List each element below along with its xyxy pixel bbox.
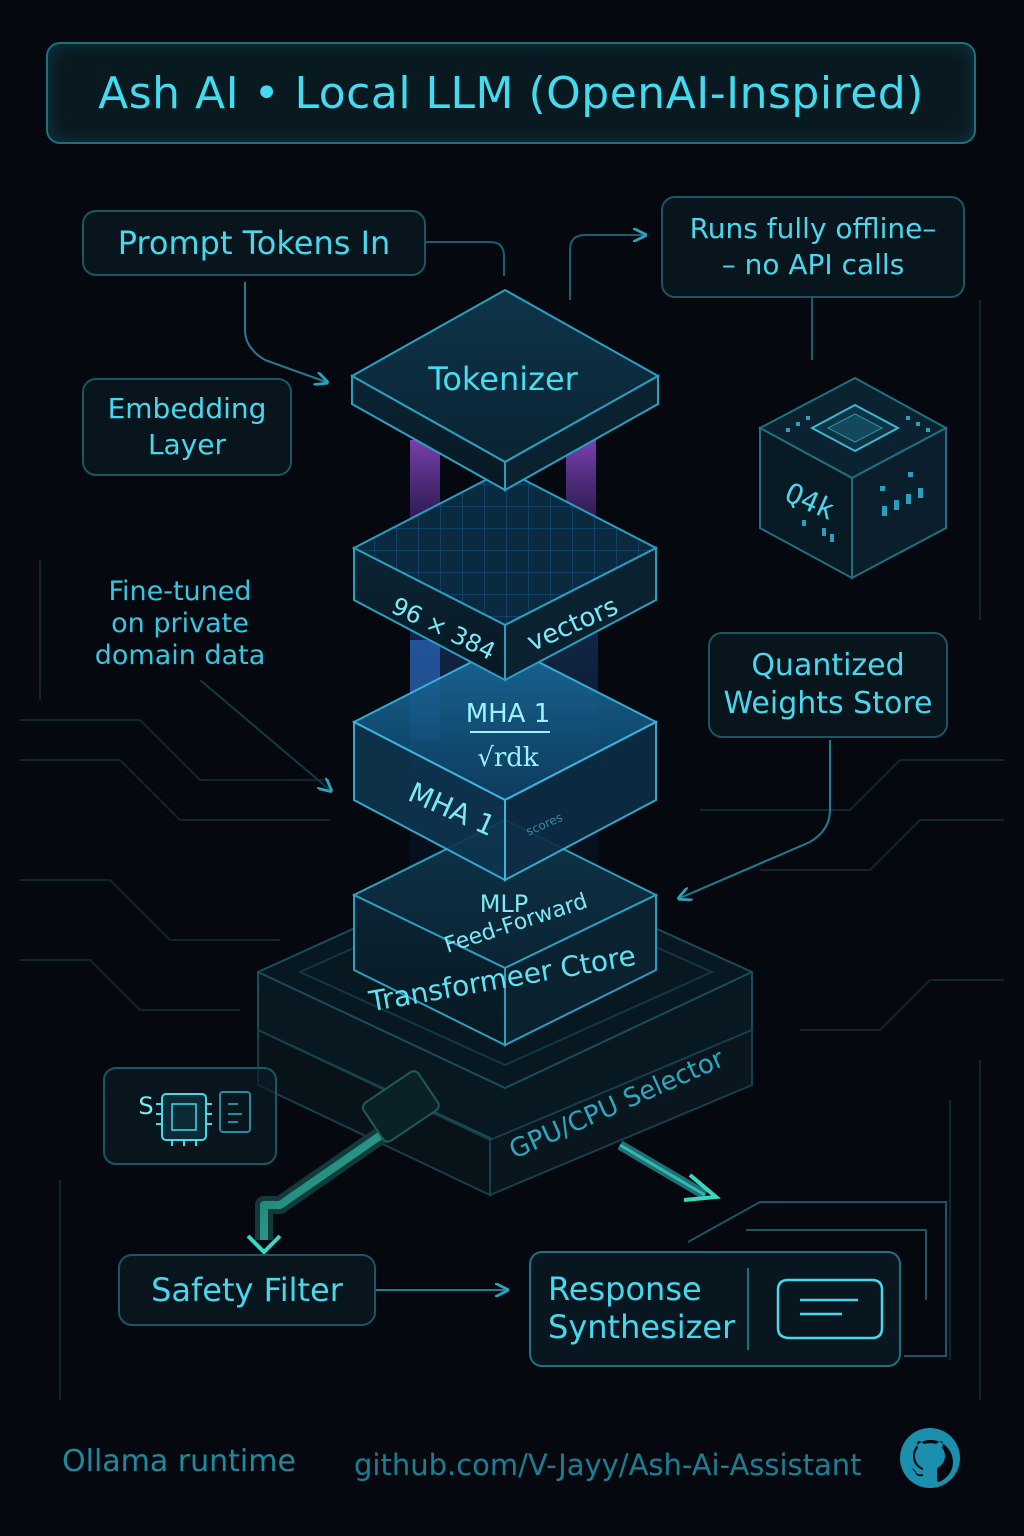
chip-icon	[156, 1093, 212, 1146]
response-synthesizer-label: Response Synthesizer	[548, 1270, 744, 1346]
finetuned-note: Fine-tuned on private domain data	[80, 576, 280, 672]
attention-top-label: MHA 1	[466, 699, 551, 729]
tokenizer-slab	[349, 288, 661, 492]
safety-filter-box: Safety Filter	[118, 1254, 376, 1326]
runtime-label: Ollama runtime	[62, 1444, 296, 1479]
pipe-to-safety-filter	[246, 1070, 440, 1255]
chip-label: S	[138, 1092, 153, 1120]
cpu-cube-icon: Q4k	[757, 376, 949, 580]
offline-note-box: Runs fully offline– – no API calls	[661, 196, 965, 298]
mlp-label: MLP	[480, 890, 529, 918]
finetuned-line-1: Fine-tuned	[108, 576, 252, 607]
github-icon[interactable]	[900, 1428, 960, 1488]
connector-finetuned-to-attention	[199, 679, 330, 790]
title-banner: Ash AI • Local LLM (OpenAI-Inspired)	[46, 42, 976, 144]
offline-line-1: Runs fully offline–	[689, 212, 937, 245]
quantized-weights-box: Quantized Weights Store	[708, 632, 948, 738]
response-line-2: Synthesizer	[548, 1308, 736, 1346]
finetuned-line-2: on private	[111, 608, 249, 639]
finetuned-line-3: domain data	[94, 640, 266, 671]
message-icon	[776, 1278, 884, 1340]
offline-line-2: – no API calls	[721, 248, 905, 281]
connector-prompt-right	[426, 241, 505, 276]
prompt-tokens-label: Prompt Tokens In	[117, 224, 391, 262]
response-line-1: Response	[548, 1270, 702, 1308]
embedding-layer-box: Embedding Layer	[82, 378, 292, 476]
chip-icon-box: S	[103, 1067, 277, 1165]
attention-formula-label: √rdk	[477, 743, 539, 773]
quantized-line-1: Quantized	[751, 648, 905, 683]
embedding-slab	[351, 468, 659, 682]
attention-slab	[351, 643, 659, 882]
connector-prompt-to-tokenizer	[244, 282, 326, 382]
document-icon	[219, 1091, 251, 1133]
embedding-line-2: Layer	[147, 428, 227, 461]
tokenizer-label: Tokenizer	[427, 360, 578, 398]
connector-tokenizer-to-offline	[569, 235, 644, 300]
connector-quantized-to-mlp	[680, 740, 831, 898]
transformer-core-slab	[351, 818, 659, 1047]
embedding-line-1: Embedding	[107, 392, 267, 425]
repo-link[interactable]: github.com/V-Jayy/Ash-Ai-Assistant	[354, 1448, 862, 1482]
arrow-to-response	[617, 1140, 721, 1202]
background-traces	[20, 300, 1004, 1400]
page-title: Ash AI • Local LLM (OpenAI-Inspired)	[98, 67, 924, 119]
quantized-line-2: Weights Store	[723, 686, 933, 721]
prompt-tokens-box: Prompt Tokens In	[82, 210, 426, 276]
safety-filter-label: Safety Filter	[151, 1271, 343, 1309]
